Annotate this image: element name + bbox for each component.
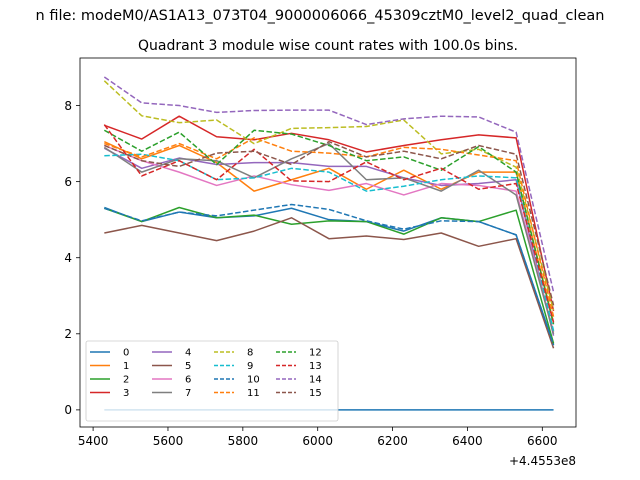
legend-label-2: 2 bbox=[123, 375, 129, 386]
legend-label-12: 12 bbox=[309, 348, 322, 359]
series-line-5 bbox=[104, 217, 555, 349]
legend-label-13: 13 bbox=[309, 361, 322, 372]
legend-label-14: 14 bbox=[309, 375, 322, 386]
legend-label-8: 8 bbox=[247, 348, 253, 359]
series-line-7 bbox=[103, 142, 555, 334]
series-line-14 bbox=[103, 76, 555, 293]
y-tick-label: 0 bbox=[64, 403, 72, 417]
x-axis: 5400 5600 5800 6000 6200 6400 6600 bbox=[78, 427, 558, 448]
series-line-15 bbox=[104, 140, 555, 306]
figure-suptitle: n file: modeM0/AS1A13_073T04_9000006066_… bbox=[36, 8, 605, 24]
series-line-13 bbox=[103, 124, 555, 323]
series-line-10 bbox=[104, 203, 555, 346]
x-tick-label: 5600 bbox=[153, 434, 184, 448]
legend-label-11: 11 bbox=[247, 388, 260, 399]
legend-label-4: 4 bbox=[185, 348, 191, 359]
series-line-4 bbox=[103, 147, 555, 336]
legend-label-10: 10 bbox=[247, 375, 260, 386]
legend-label-7: 7 bbox=[185, 388, 191, 399]
series-line-11 bbox=[104, 137, 555, 317]
legend-frame bbox=[85, 340, 339, 422]
legend-label-9: 9 bbox=[247, 361, 253, 372]
x-tick-label: 6600 bbox=[527, 434, 558, 448]
y-axis: 0 2 4 6 8 bbox=[64, 99, 80, 417]
x-tick-label: 6000 bbox=[302, 434, 333, 448]
y-tick-label: 2 bbox=[64, 327, 72, 341]
y-tick-label: 8 bbox=[64, 99, 72, 113]
x-tick-label: 6400 bbox=[452, 434, 483, 448]
y-tick-label: 4 bbox=[64, 251, 72, 265]
legend-label-5: 5 bbox=[185, 361, 191, 372]
series-line-3 bbox=[104, 115, 555, 312]
x-offset-label: +4.4553e8 bbox=[509, 454, 576, 468]
legend-label-1: 1 bbox=[123, 361, 129, 372]
x-tick-label: 5400 bbox=[78, 434, 109, 448]
series-line-1 bbox=[104, 141, 555, 323]
x-tick-label: 5800 bbox=[228, 434, 259, 448]
series-line-12 bbox=[103, 129, 555, 325]
plot-frame bbox=[79, 57, 577, 428]
legend-label-3: 3 bbox=[123, 388, 129, 399]
y-tick-label: 6 bbox=[64, 175, 72, 189]
series-line-6 bbox=[104, 144, 555, 333]
series-line-8 bbox=[103, 80, 555, 311]
x-tick-label: 6200 bbox=[377, 434, 408, 448]
legend-label-15: 15 bbox=[309, 388, 322, 399]
chart-title: Quadrant 3 module wise count rates with … bbox=[138, 38, 518, 54]
legend-label-0: 0 bbox=[123, 348, 129, 359]
legend-label-6: 6 bbox=[185, 375, 191, 386]
